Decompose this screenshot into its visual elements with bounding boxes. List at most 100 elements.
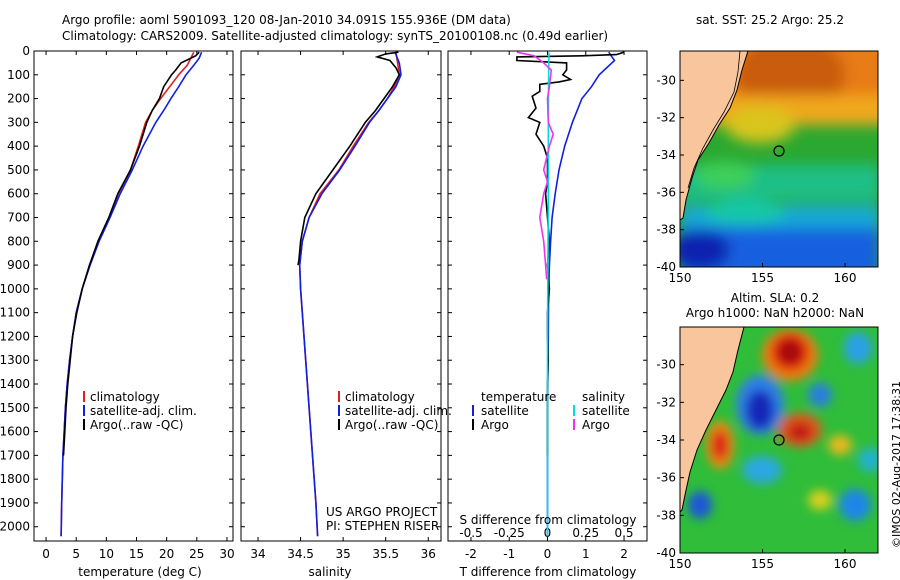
sla-heatmap	[680, 327, 878, 553]
x-tick-label: 36	[421, 547, 436, 561]
legend-label-s-satellite: satellite	[582, 404, 630, 418]
project-credit: US ARGO PROJECT	[326, 505, 438, 519]
map-x-tick-label: 150	[669, 557, 692, 571]
depth-tick-label: 500	[7, 163, 30, 177]
x-tick-label: 10	[99, 547, 114, 561]
t-difference-axis-label: T difference from climatology	[459, 565, 637, 579]
depth-tick-label: 1200	[0, 329, 30, 343]
depth-tick-label: 1400	[0, 377, 30, 391]
x-tick-label: 20	[159, 547, 174, 561]
depth-tick-label: 600	[7, 187, 30, 201]
x-tick-label: 35	[335, 547, 350, 561]
salinity-series	[297, 51, 402, 537]
x-tick-label: -2	[465, 547, 477, 561]
depth-tick-label: 700	[7, 211, 30, 225]
figure-title-line1: Argo profile: aoml 5901093_120 08-Jan-20…	[62, 13, 511, 27]
s-diff-tick-label: -0.5	[459, 526, 482, 540]
difference-series	[516, 51, 625, 537]
x-tick-label: 34	[250, 547, 265, 561]
temperature-series	[60, 51, 203, 537]
sst-map-ticks: 150 155 160 -30 -32 -34 -36 -38 -40	[656, 73, 856, 285]
depth-tick-label: 200	[7, 92, 30, 106]
salinity-axis-label: salinity	[308, 565, 351, 579]
sla-map-title: Altim. SLA: 0.2	[731, 291, 819, 305]
depth-tick-label: 0	[22, 44, 30, 58]
salinity-legend: climatology satellite-adj. clim. Argo(..…	[338, 390, 452, 432]
map-y-tick-label: -32	[656, 395, 676, 409]
temperature-legend: climatology satellite-adj. clim. Argo(..…	[83, 390, 197, 432]
s-difference-axis-label: S difference from climatology	[460, 513, 637, 527]
x-tick-label: 0	[42, 547, 50, 561]
depth-tick-label: 900	[7, 258, 30, 272]
series-line-s-satellite	[546, 52, 550, 537]
map-y-tick-label: -34	[656, 433, 676, 447]
depth-tick-label: 400	[7, 139, 30, 153]
temperature-axis-label: temperature (deg C)	[78, 565, 201, 579]
depth-tick-label: 1100	[0, 306, 30, 320]
land-mass	[680, 327, 744, 512]
map-y-tick-label: -38	[656, 508, 676, 522]
series-line-s-argo	[516, 51, 555, 280]
sla-map-subtitle: Argo h1000: NaN h2000: NaN	[686, 306, 864, 320]
legend-label-argo: Argo(..raw -QC)	[345, 418, 438, 432]
sla-map-ticks: 150 155 160 -30 -32 -34 -36 -38 -40	[656, 358, 856, 571]
salinity-axis-ticks: 34 34.5 35 35.5 36	[241, 50, 441, 561]
map-y-tick-label: -34	[656, 148, 676, 162]
difference-axis-ticks: -2 -1 0 1 2-0.5 -0.25 0 0.25 0.5	[448, 50, 647, 561]
series-line-satellite-adj-clim	[298, 51, 402, 537]
temperature-plot-frame	[33, 50, 234, 542]
x-tick-label: 15	[129, 547, 144, 561]
argo-position-marker-sst	[773, 145, 785, 157]
depth-tick-label: 1300	[0, 353, 30, 367]
sst-heatmap	[680, 51, 878, 267]
coastline	[680, 51, 749, 221]
s-diff-tick-label: 0.5	[614, 526, 633, 540]
x-tick-label: 1	[582, 547, 590, 561]
coastline	[680, 327, 745, 513]
series-line-argo-raw-qc	[62, 51, 200, 456]
depth-tick-label: 1700	[0, 448, 30, 462]
land-mass	[680, 51, 748, 220]
map-y-tick-label: -40	[656, 260, 676, 274]
figure-title-line2: Climatology: CARS2009. Satellite-adjuste…	[62, 29, 609, 43]
difference-legend: temperature satellite Argo salinity sate…	[472, 390, 630, 432]
legend-label-climatology: climatology	[90, 390, 160, 404]
x-tick-label: 0	[544, 547, 552, 561]
x-tick-label: -1	[503, 547, 515, 561]
depth-tick-label: 1000	[0, 282, 30, 296]
map-x-tick-label: 150	[669, 271, 692, 285]
legend-label-satellite: satellite-adj. clim.	[345, 404, 452, 418]
salinity-plot-frame	[240, 50, 442, 542]
map-y-tick-label: -32	[656, 111, 676, 125]
legend-title-salinity: salinity	[582, 390, 625, 404]
map-y-tick-label: -38	[656, 223, 676, 237]
map-x-tick-label: 155	[751, 557, 774, 571]
depth-tick-label: 100	[7, 68, 30, 82]
map-y-tick-label: -30	[656, 358, 676, 372]
series-line-argo-raw-qc	[297, 51, 401, 266]
depth-tick-label: 2000	[0, 520, 30, 534]
depth-tick-label: 1500	[0, 401, 30, 415]
legend-label-climatology: climatology	[345, 390, 415, 404]
sst-map-title: sat. SST: 25.2 Argo: 25.2	[696, 13, 844, 27]
map-y-tick-label: -36	[656, 185, 676, 199]
depth-tick-label: 1800	[0, 472, 30, 486]
map-x-tick-label: 155	[751, 271, 774, 285]
s-diff-tick-label: -0.25	[494, 526, 525, 540]
x-tick-label: 25	[189, 547, 204, 561]
temperature-axis-ticks: 0100200300400500600700800900100011001200…	[0, 44, 235, 561]
map-y-tick-label: -30	[656, 73, 676, 87]
sst-map-frame	[679, 50, 879, 268]
x-tick-label: 30	[219, 547, 234, 561]
x-tick-label: 35.5	[372, 547, 399, 561]
map-x-tick-label: 160	[834, 271, 857, 285]
pi-credit: PI: STEPHEN RISER	[326, 519, 439, 533]
depth-tick-label: 1900	[0, 496, 30, 510]
x-tick-label: 34.5	[287, 547, 314, 561]
map-y-tick-label: -40	[656, 546, 676, 560]
legend-label-t-satellite: satellite	[481, 404, 529, 418]
depth-tick-label: 300	[7, 115, 30, 129]
argo-position-marker-sla	[773, 434, 785, 446]
map-y-tick-label: -36	[656, 471, 676, 485]
